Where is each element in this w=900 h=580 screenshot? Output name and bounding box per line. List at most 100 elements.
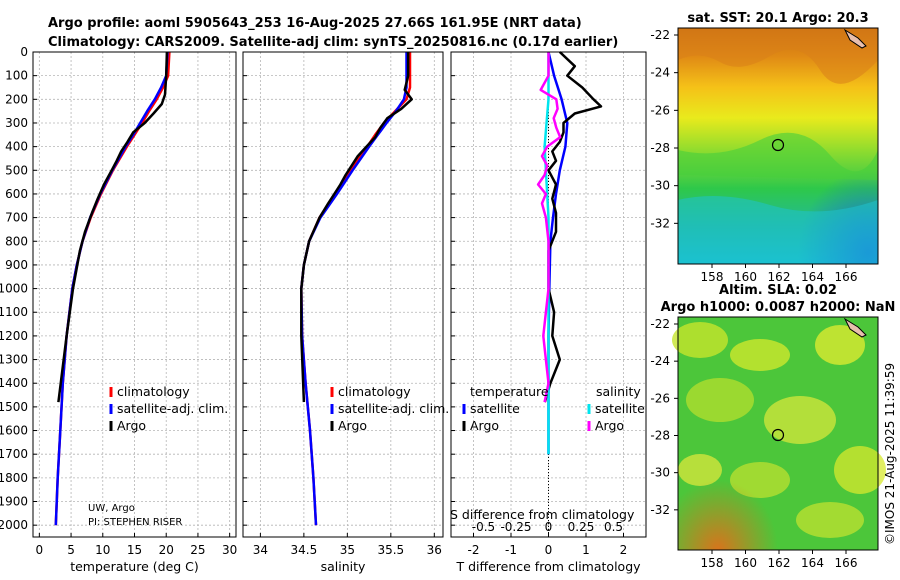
temperature-panel: 0100200300400500600700800900100011001200… — [0, 45, 237, 574]
lat-label: -22 — [650, 28, 670, 42]
y-tick-label: 1200 — [0, 329, 28, 343]
sst-profile-marker — [771, 138, 785, 152]
y-tick-label: 100 — [5, 69, 28, 83]
legend-t-satellite: satellite — [470, 401, 520, 416]
x-tick-label: 2 — [620, 543, 628, 557]
y-tick-label: 1900 — [0, 495, 28, 509]
y-tick-label: 1000 — [0, 282, 28, 296]
salinity-legend: climatology satellite-adj. clim. Argo — [330, 384, 449, 433]
series-line-s-argo — [536, 52, 562, 403]
legend-climatology: climatology — [338, 384, 411, 399]
sst-map-axes: -22 -24 -26 -28 -30 -32 158 160 162 164 166 — [650, 28, 857, 284]
x-axis-label: salinity — [321, 559, 366, 574]
plot-frame — [32, 51, 237, 538]
lon-label: 162 — [768, 270, 791, 284]
y-tick-label: 600 — [5, 187, 28, 201]
y-tick-label: 1500 — [0, 400, 28, 414]
y-tick-label: 800 — [5, 234, 28, 248]
y-tick-label: 700 — [5, 211, 28, 225]
sst-coastline — [843, 28, 867, 49]
y-tick-label: 400 — [5, 140, 28, 154]
x-tick-label: 1 — [582, 543, 590, 557]
legend-s-satellite: satellite — [595, 401, 645, 416]
x-tick-label: 20 — [159, 543, 174, 557]
y-tick-label: 500 — [5, 163, 28, 177]
x-axis-label: temperature (deg C) — [70, 559, 199, 574]
lat-label: -22 — [650, 317, 670, 331]
s-difference-label: S difference from climatology — [450, 507, 635, 522]
series-line-argo — [57, 51, 169, 403]
x-tick-label: -1 — [505, 543, 517, 557]
salinity-panel: 34 34.5 35 35.5 36 salinity — [242, 51, 444, 574]
series-line-satellite-adj-clim- — [300, 52, 408, 526]
temperature-legend: climatology satellite-adj. clim. Argo — [109, 384, 228, 433]
series-line-s-satellite — [543, 52, 550, 455]
y-tick-label: 200 — [5, 92, 28, 106]
plot-frame — [242, 51, 444, 538]
sst-map — [677, 27, 879, 265]
y-tick-label: 1700 — [0, 447, 28, 461]
x-tick-label: 5 — [67, 543, 75, 557]
lat-label: -26 — [650, 103, 670, 117]
lat-label: -28 — [650, 141, 670, 155]
x-tick-label: 15 — [127, 543, 142, 557]
legend-title-temperature: temperature — [470, 384, 549, 399]
x-axis-label: T difference from climatology — [455, 559, 641, 574]
sla-map-title1: Altim. SLA: 0.02 — [719, 283, 837, 298]
legend-satellite: satellite-adj. clim. — [117, 401, 228, 416]
lon-label: 162 — [768, 556, 791, 570]
x-tick-label: 36 — [427, 543, 442, 557]
lat-label: -30 — [650, 466, 670, 480]
sla-high-region — [678, 317, 878, 550]
y-tick-label: 900 — [5, 258, 28, 272]
legend-climatology: climatology — [117, 384, 190, 399]
s-tick-label: -0.5 — [472, 520, 495, 534]
legend-t-argo: Argo — [470, 418, 499, 433]
series-line-t-argo — [543, 51, 603, 403]
x-tick-label: 0 — [36, 543, 44, 557]
x-tick-label: 0 — [545, 543, 553, 557]
x-tick-label: 34 — [253, 543, 268, 557]
s-tick-label: -0.25 — [500, 520, 531, 534]
s-tick-label: 0.5 — [604, 520, 623, 534]
lon-label: 164 — [801, 270, 824, 284]
y-tick-label: 1100 — [0, 305, 28, 319]
sla-map — [672, 316, 886, 551]
sla-profile-marker — [771, 428, 785, 442]
y-tick-label: 1800 — [0, 471, 28, 485]
s-tick-label: 0 — [545, 520, 553, 534]
y-tick-label: 0 — [20, 45, 28, 59]
x-tick-label: 35.5 — [377, 543, 404, 557]
series-line-t-satellite — [547, 51, 569, 455]
lon-label: 166 — [835, 556, 858, 570]
annotation-pi: PI: STEPHEN RISER — [88, 517, 182, 528]
lat-label: -28 — [650, 429, 670, 443]
lat-label: -26 — [650, 391, 670, 405]
sla-coastline — [843, 317, 867, 338]
legend-argo: Argo — [338, 418, 367, 433]
plot-frame — [450, 51, 647, 538]
y-tick-label: 1300 — [0, 353, 28, 367]
lon-label: 166 — [835, 270, 858, 284]
sla-map-title2: Argo h1000: 0.0087 h2000: NaN — [661, 300, 896, 315]
sst-map-frame — [677, 27, 879, 265]
lon-label: 158 — [701, 556, 724, 570]
lat-label: -30 — [650, 179, 670, 193]
x-tick-label: 30 — [222, 543, 237, 557]
lon-label: 164 — [801, 556, 824, 570]
y-tick-label: 1600 — [0, 424, 28, 438]
sst-map-title: sat. SST: 20.1 Argo: 20.3 — [687, 11, 868, 26]
difference-legend: temperature salinity satellite Argo sate… — [462, 384, 645, 433]
y-tick-label: 300 — [5, 116, 28, 130]
s-tick-label: 0.25 — [568, 520, 595, 534]
sst-cyan-band — [678, 196, 878, 264]
y-tick-label: 1400 — [0, 376, 28, 390]
y-tick-label: 2000 — [0, 518, 28, 532]
lat-label: -24 — [650, 66, 670, 80]
lat-label: -32 — [650, 216, 670, 230]
figure-title-line2: Climatology: CARS2009. Satellite-adj cli… — [48, 35, 618, 50]
x-tick-label: 25 — [190, 543, 205, 557]
lat-label: -24 — [650, 354, 670, 368]
sst-green-band — [678, 132, 878, 180]
